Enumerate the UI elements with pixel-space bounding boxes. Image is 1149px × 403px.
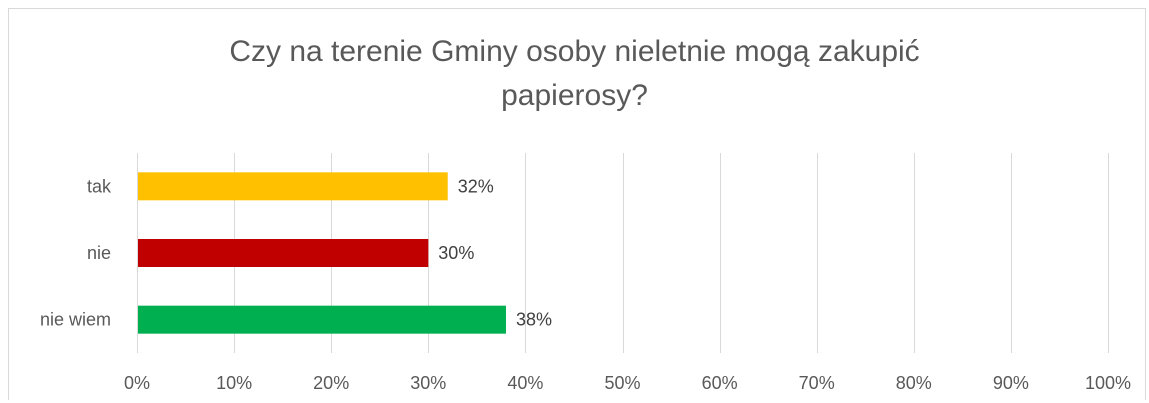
data-label: 38% — [516, 310, 552, 330]
chart-frame — [8, 8, 1146, 400]
chart-title: Czy na terenie Gminy osoby nieletnie mog… — [0, 30, 1149, 118]
x-tick-label: 90% — [993, 373, 1029, 393]
x-tick-label: 40% — [507, 373, 543, 393]
x-tick-label: 60% — [702, 373, 738, 393]
data-label: 30% — [438, 243, 474, 263]
bar — [137, 172, 448, 201]
category-label: nie — [87, 243, 111, 263]
x-tick-label: 80% — [896, 373, 932, 393]
x-tick-label: 100% — [1085, 373, 1131, 393]
bar — [137, 239, 429, 267]
x-tick-label: 0% — [124, 373, 150, 393]
category-label: tak — [87, 176, 112, 196]
data-label: 32% — [458, 176, 494, 196]
bar — [137, 305, 506, 334]
x-tick-label: 50% — [604, 373, 640, 393]
x-tick-label: 30% — [410, 373, 446, 393]
x-tick-label: 70% — [799, 373, 835, 393]
category-label: nie wiem — [40, 310, 111, 330]
chart-title-line-2: papierosy? — [501, 79, 648, 112]
chart-title-line-1: Czy na terenie Gminy osoby nieletnie mog… — [229, 35, 920, 68]
x-tick-label: 20% — [313, 373, 349, 393]
x-tick-label: 10% — [216, 373, 252, 393]
